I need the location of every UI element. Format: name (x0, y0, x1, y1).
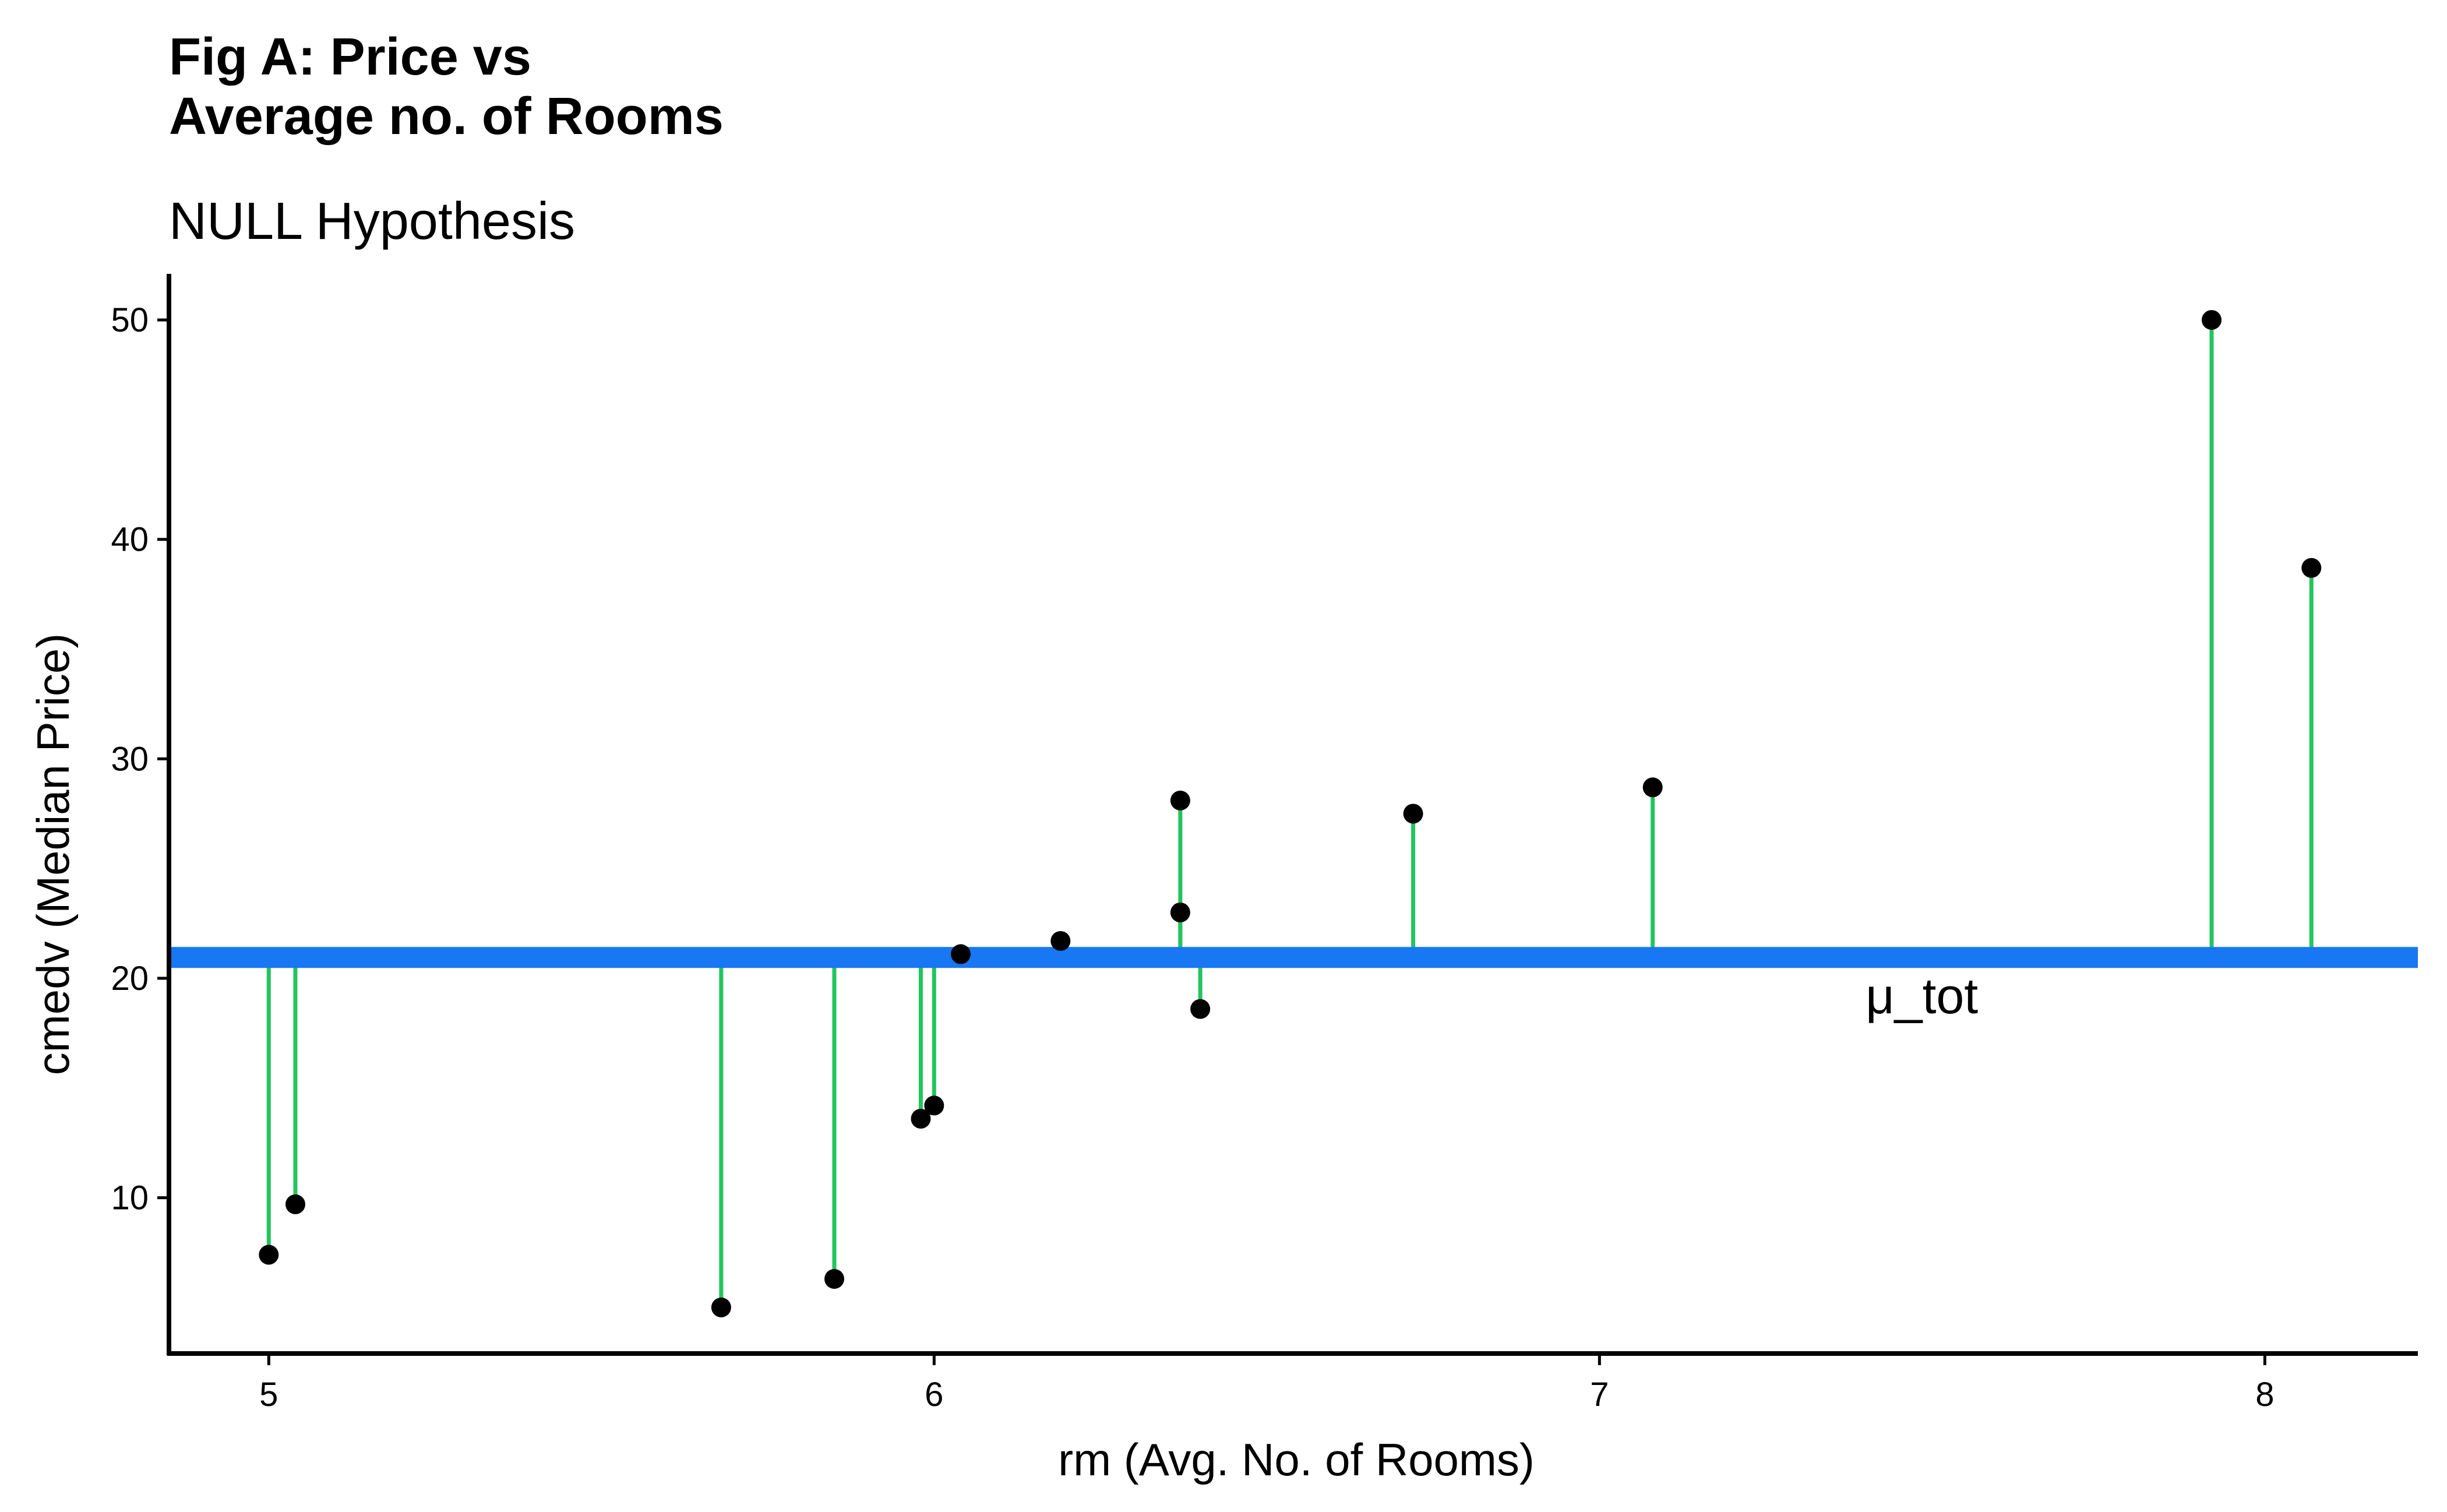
chart-title-line-2: Average no. of Rooms (169, 87, 724, 146)
data-point-8 (1170, 790, 1190, 810)
y-axis-title: cmedv (Median Price) (27, 633, 79, 1076)
data-point-6 (950, 944, 971, 964)
x-tick-label-3: 8 (2255, 1376, 2274, 1414)
data-point-9 (1170, 902, 1190, 922)
y-tick-label-1: 20 (111, 960, 149, 998)
chart-title-line-1: Fig A: Price vs (169, 28, 531, 86)
x-tick-label-2: 7 (1590, 1376, 1609, 1414)
data-point-14 (2301, 558, 2322, 578)
y-tick-label-4: 50 (111, 301, 149, 339)
data-point-7 (1050, 931, 1071, 951)
data-point-0 (259, 1245, 279, 1265)
x-tick-label-0: 5 (259, 1376, 278, 1414)
data-point-4 (911, 1109, 931, 1129)
data-point-12 (1642, 777, 1663, 798)
data-point-11 (1403, 803, 1423, 824)
y-tick-label-0: 10 (111, 1179, 149, 1217)
x-tick-label-1: 6 (925, 1376, 943, 1414)
data-point-13 (2201, 310, 2222, 330)
plot-area: μ_tot 5 6 7 8 10 20 30 40 50 (111, 274, 2418, 1414)
chart-subtitle: NULL Hypothesis (169, 192, 575, 251)
data-point-1 (285, 1194, 305, 1214)
x-axis-title: rm (Avg. No. of Rooms) (1058, 1434, 1535, 1485)
data-point-5 (924, 1095, 944, 1116)
y-tick-label-3: 40 (111, 521, 149, 559)
data-point-2 (711, 1297, 731, 1317)
y-tick-label-2: 30 (111, 740, 149, 778)
data-point-3 (824, 1268, 845, 1289)
data-point-10 (1190, 999, 1211, 1019)
mean-line-label: μ_tot (1866, 968, 1978, 1024)
